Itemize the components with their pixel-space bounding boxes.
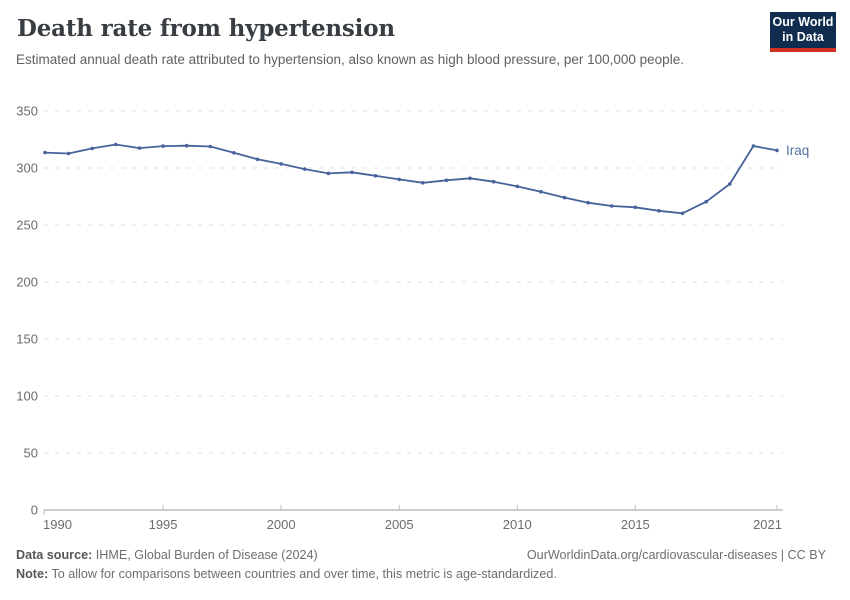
data-point-2016[interactable] (657, 209, 661, 213)
owid-logo-line2: in Data (782, 30, 824, 44)
data-point-2000[interactable] (279, 162, 283, 166)
x-tick-label: 2015 (621, 517, 650, 532)
note-value: To allow for comparisons between countri… (48, 567, 557, 581)
y-tick-label: 50 (24, 446, 38, 461)
owid-logo-line1: Our World (772, 14, 834, 29)
note-label: Note: (16, 567, 49, 581)
data-point-2006[interactable] (421, 181, 425, 185)
owid-logo[interactable]: Our World in Data (770, 12, 836, 52)
data-point-1993[interactable] (114, 142, 118, 147)
data-point-1992[interactable] (90, 146, 94, 151)
data-point-2004[interactable] (373, 174, 378, 178)
y-tick-label: 0 (31, 503, 38, 518)
owid-url-link[interactable]: OurWorldinData.org/cardiovascular-diseas… (526, 548, 826, 562)
data-point-1990[interactable] (43, 150, 47, 155)
data-point-2011[interactable] (539, 189, 543, 194)
data-point-2017[interactable] (680, 211, 685, 216)
data-source-label: Data source: (16, 548, 93, 562)
data-source-value: IHME, Global Burden of Disease (2024) (92, 548, 318, 562)
data-point-2014[interactable] (609, 204, 614, 208)
data-point-2020[interactable] (751, 144, 756, 148)
data-point-2019[interactable] (728, 182, 732, 186)
data-point-2013[interactable] (586, 200, 590, 205)
page-title: Death rate from hypertension (17, 15, 395, 42)
data-point-2005[interactable] (397, 177, 402, 182)
data-point-1996[interactable] (184, 143, 189, 148)
line-chart[interactable]: 0 50 100 150 200 250 300 350 1990 1995 2000 2005 201… (0, 0, 850, 545)
data-point-2015[interactable] (633, 205, 638, 210)
chart-subtitle: Estimated annual death rate attributed t… (16, 52, 684, 67)
trend-line-iraq[interactable] (44, 143, 778, 215)
data-point-1994[interactable] (137, 146, 142, 150)
data-point-1995[interactable] (161, 144, 165, 148)
chart-footer: Data source: IHME, Global Burden of Dise… (16, 546, 826, 584)
data-point-1998[interactable] (232, 151, 236, 155)
x-tick-label: 1995 (149, 517, 178, 532)
series-label-iraq[interactable]: Iraq (786, 143, 809, 158)
x-tick-label: 2010 (503, 517, 532, 532)
x-tick-label: 2005 (385, 517, 414, 532)
y-tick-label: 150 (16, 332, 38, 347)
data-point-2003[interactable] (350, 170, 354, 175)
note-line: Note: To allow for comparisons between c… (16, 567, 557, 581)
data-point-2021[interactable] (775, 148, 779, 153)
data-point-2010[interactable] (515, 184, 520, 189)
y-tick-label: 300 (16, 161, 38, 176)
data-point-1991[interactable] (66, 151, 71, 156)
data-point-2007[interactable] (444, 178, 449, 183)
data-point-2012[interactable] (562, 195, 567, 200)
data-source-line: Data source: IHME, Global Burden of Dise… (16, 546, 318, 565)
data-point-2008[interactable] (468, 176, 472, 181)
data-point-2009[interactable] (491, 179, 496, 184)
data-point-2018[interactable] (704, 199, 708, 204)
y-tick-label: 250 (16, 218, 38, 233)
x-tick-label: 1990 (43, 517, 72, 532)
data-point-2002[interactable] (326, 171, 331, 176)
y-tick-label: 200 (16, 275, 38, 290)
x-tick-label: 2000 (267, 517, 296, 532)
x-tick-label: 2021 (753, 517, 782, 532)
data-point-1997[interactable] (208, 144, 213, 149)
y-tick-label: 100 (16, 389, 38, 404)
y-tick-label: 350 (16, 104, 38, 119)
chart-canvas[interactable]: 0 50 100 150 200 250 300 350 1990 1995 2000 2005 201… (0, 0, 850, 545)
data-point-1999[interactable] (255, 157, 260, 162)
data-point-2001[interactable] (302, 167, 307, 171)
